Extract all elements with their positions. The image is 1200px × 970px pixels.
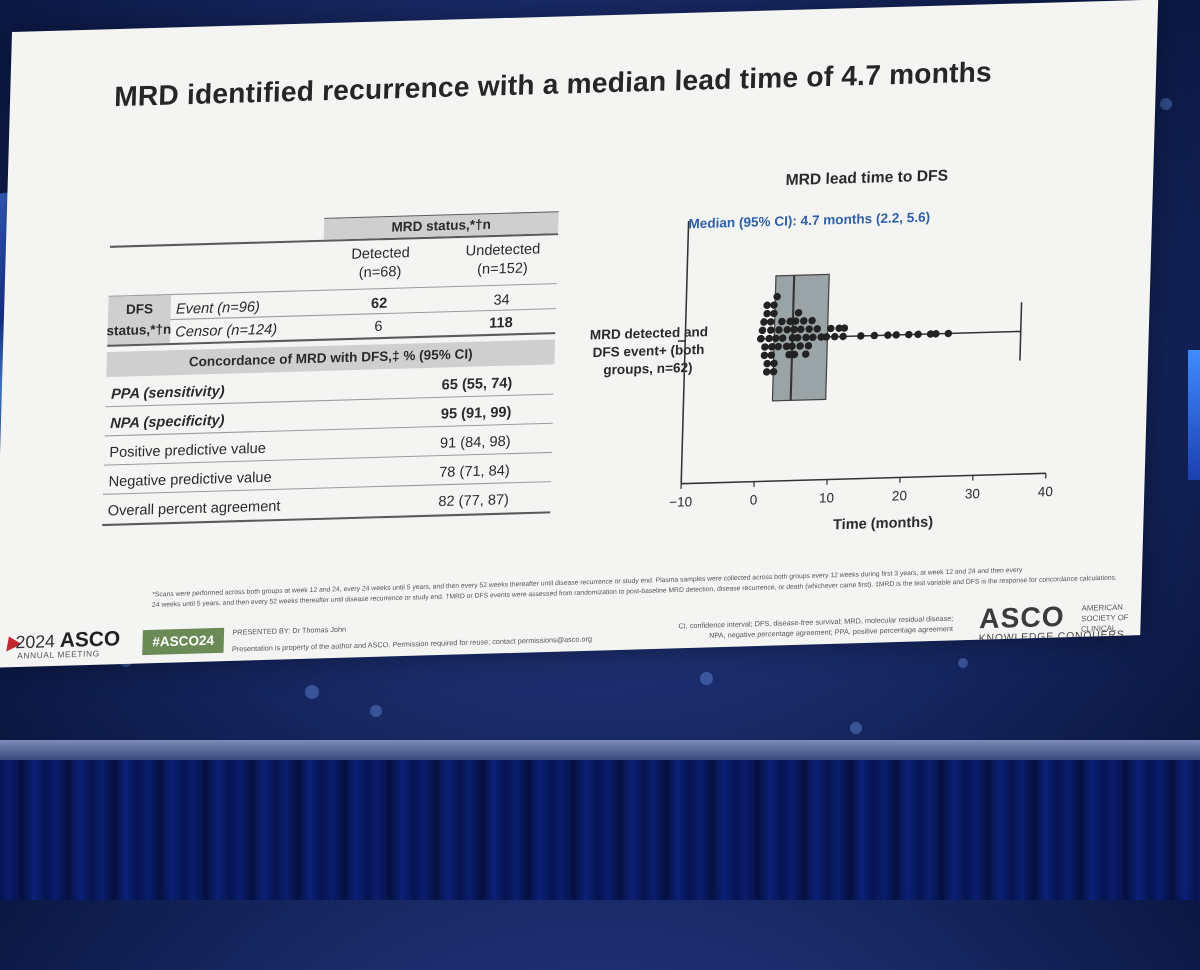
- meeting-year: 2024: [15, 632, 55, 653]
- hashtag-badge: #ASCO24: [142, 628, 224, 655]
- lead-time-chart: −10 0 10 20 30 40 Time (months): [0, 0, 1158, 616]
- data-point: [763, 301, 771, 309]
- presented-by: PRESENTED BY: Dr Thomas John: [232, 626, 346, 637]
- asco-society-line-1: AMERICAN SOCIETY OF: [1081, 602, 1141, 625]
- data-point: [831, 333, 839, 341]
- data-point: [763, 310, 771, 318]
- x-tick-label: 10: [819, 490, 834, 505]
- whisker-cap: [1020, 302, 1022, 360]
- data-point: [761, 343, 769, 351]
- x-tick-label: 0: [750, 492, 758, 507]
- x-tick-label: 40: [1038, 484, 1053, 499]
- data-point: [760, 318, 768, 326]
- data-point: [763, 368, 771, 376]
- data-point: [839, 333, 847, 341]
- property-note: Presentation is property of the author a…: [232, 636, 592, 653]
- x-tick-label: 20: [892, 488, 907, 503]
- data-point: [765, 335, 773, 343]
- asco-society: AMERICAN SOCIETY OF CLINICAL ONCOLOGY: [1081, 602, 1142, 645]
- data-point: [870, 332, 878, 340]
- x-tick-label: −10: [669, 494, 692, 510]
- data-point: [767, 326, 775, 334]
- asco-tagline: KNOWLEDGE CONQUERS CANCER: [978, 629, 1140, 656]
- data-point: [763, 360, 771, 368]
- data-point: [905, 331, 913, 339]
- chart-xlabel: Time (months): [833, 515, 934, 534]
- data-point: [757, 335, 765, 343]
- data-point: [857, 332, 865, 340]
- abbreviations: CI, confidence interval; DFS, disease-fr…: [619, 614, 953, 644]
- annual-meeting-label: ANNUAL MEETING: [17, 649, 100, 661]
- data-point: [759, 327, 767, 335]
- data-point: [892, 331, 900, 339]
- data-point: [767, 318, 775, 326]
- y-axis: [681, 221, 688, 484]
- x-axis: [681, 473, 1046, 483]
- asco-logo: ASCO: [979, 601, 1065, 636]
- data-point: [944, 330, 952, 338]
- data-point: [761, 351, 769, 359]
- data-point: [914, 330, 922, 338]
- slide: MRD identified recurrence with a median …: [0, 0, 1158, 668]
- data-point: [884, 331, 892, 339]
- x-tick-label: 30: [965, 486, 980, 501]
